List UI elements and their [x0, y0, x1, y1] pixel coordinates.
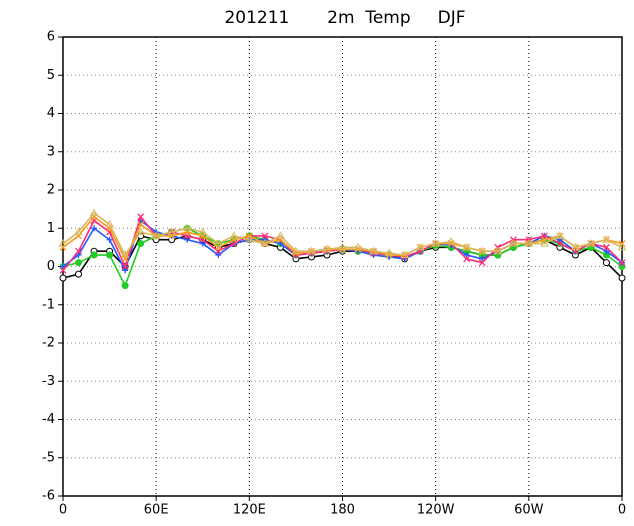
point: [137, 240, 145, 248]
point: [338, 242, 347, 251]
point: [617, 242, 627, 251]
point: [446, 237, 456, 245]
y-tick-label: 5: [47, 68, 55, 83]
point: [415, 242, 425, 251]
point: [60, 263, 66, 270]
y-tick-label: 6: [47, 30, 55, 45]
point: [182, 223, 192, 232]
point: [121, 255, 129, 263]
point: [229, 231, 239, 239]
point: [244, 235, 254, 243]
point: [463, 252, 470, 259]
point: [106, 236, 113, 243]
point: [137, 213, 145, 221]
point: [618, 274, 626, 282]
point: [400, 250, 409, 259]
x-tick-label: 120E: [233, 503, 266, 518]
point: [463, 255, 471, 263]
point: [353, 242, 363, 251]
point: [539, 239, 549, 247]
point: [121, 263, 129, 270]
point: [384, 248, 394, 257]
y-tick-label: 4: [47, 106, 55, 121]
point: [431, 239, 441, 247]
point: [477, 246, 487, 255]
point: [556, 240, 564, 248]
point: [59, 274, 67, 282]
point: [603, 248, 610, 255]
x-tick-label: 0: [59, 503, 67, 518]
point: [168, 232, 176, 240]
series-line: [62, 211, 623, 257]
series-line: [62, 234, 623, 279]
point: [151, 231, 161, 239]
point: [75, 270, 83, 278]
point: [493, 246, 503, 255]
chart-title: 201211 2m Temp DJF: [224, 8, 465, 28]
point: [106, 251, 114, 259]
point: [555, 231, 565, 239]
point: [184, 236, 191, 243]
point: [307, 246, 316, 255]
point: [75, 252, 82, 259]
point: [260, 239, 270, 247]
point: [136, 227, 146, 236]
point: [602, 235, 611, 243]
point: [199, 240, 206, 247]
y-tick-label: -4: [42, 412, 55, 427]
x-tick-label: 120W: [417, 503, 455, 518]
point: [120, 250, 130, 259]
y-tick-label: -6: [42, 489, 55, 504]
point: [478, 259, 486, 267]
point: [277, 240, 284, 247]
point: [213, 239, 223, 247]
point: [105, 219, 114, 228]
point: [198, 227, 208, 236]
point: [89, 208, 99, 216]
x-tick-label: 60E: [144, 503, 169, 518]
point: [571, 242, 580, 251]
point: [91, 225, 98, 232]
point: [369, 246, 378, 255]
point: [75, 259, 83, 267]
point: [215, 252, 222, 259]
point: [121, 282, 129, 290]
y-tick-label: 2: [47, 183, 55, 198]
point: [59, 243, 67, 251]
point: [508, 239, 518, 247]
x-tick-label: 180: [330, 503, 355, 518]
point: [603, 243, 610, 251]
x-tick-label: 60W: [514, 503, 544, 518]
point: [524, 239, 534, 247]
point: [291, 246, 301, 255]
y-tick-label: -2: [42, 336, 55, 351]
x-tick-label: 0: [618, 503, 626, 518]
y-tick-label: -5: [42, 450, 55, 465]
point: [479, 255, 486, 262]
point: [90, 251, 98, 259]
y-tick-label: -3: [42, 374, 55, 389]
point: [75, 247, 82, 255]
y-tick-label: 1: [47, 221, 55, 236]
point: [276, 231, 285, 239]
point: [58, 239, 68, 247]
point: [322, 244, 332, 253]
point: [59, 266, 67, 274]
y-tick-label: 0: [47, 259, 55, 274]
point: [137, 220, 145, 228]
point: [74, 227, 83, 236]
point: [556, 236, 563, 243]
point: [586, 239, 596, 247]
point: [167, 227, 177, 236]
point: [261, 232, 269, 240]
point: [183, 228, 191, 236]
y-tick-label: -1: [42, 297, 55, 312]
point: [618, 259, 626, 267]
point: [214, 243, 222, 251]
point: [602, 259, 610, 267]
y-tick-label: 3: [47, 144, 55, 159]
point: [462, 242, 472, 251]
point: [106, 224, 114, 232]
